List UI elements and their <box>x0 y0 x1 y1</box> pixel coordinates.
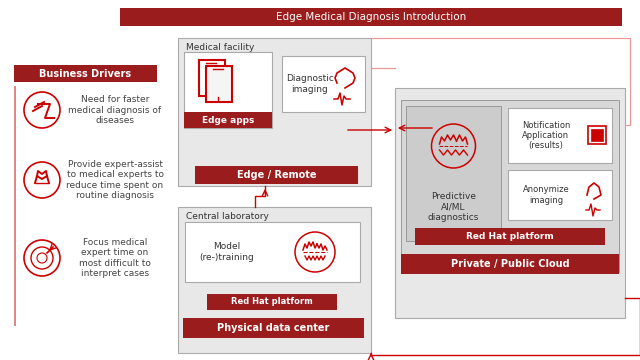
Bar <box>195 166 358 184</box>
Bar <box>185 222 360 282</box>
Bar <box>508 108 612 163</box>
Bar <box>508 170 612 220</box>
Bar <box>178 207 371 353</box>
Text: Diagnostic
imaging: Diagnostic imaging <box>286 74 334 94</box>
Text: Predictive
AI/ML
diagnostics: Predictive AI/ML diagnostics <box>428 192 479 222</box>
Bar <box>14 65 157 82</box>
Bar <box>401 254 619 274</box>
Bar <box>591 129 603 140</box>
Text: Physical data center: Physical data center <box>218 323 330 333</box>
Text: Edge apps: Edge apps <box>202 116 254 125</box>
Bar <box>206 66 232 102</box>
Text: Central laboratory: Central laboratory <box>186 212 269 220</box>
Bar <box>415 228 605 245</box>
Text: Notification
Application
(results): Notification Application (results) <box>522 121 570 150</box>
Text: Anonymize
imaging: Anonymize imaging <box>523 185 570 205</box>
Text: Edge / Remote: Edge / Remote <box>237 170 316 180</box>
Bar <box>184 112 272 128</box>
Bar <box>14 86 15 326</box>
Bar <box>395 88 625 318</box>
Bar <box>120 8 622 26</box>
Text: Private / Public Cloud: Private / Public Cloud <box>451 259 570 269</box>
Text: Business Drivers: Business Drivers <box>39 68 131 78</box>
Bar <box>406 106 501 241</box>
Bar <box>183 318 364 338</box>
Text: Need for faster
medical diagnosis of
diseases: Need for faster medical diagnosis of dis… <box>68 95 161 125</box>
Text: Focus medical
expert time on
most difficult to
interpret cases: Focus medical expert time on most diffic… <box>79 238 151 278</box>
Text: Red Hat platform: Red Hat platform <box>466 232 554 241</box>
Text: Medical facility: Medical facility <box>186 42 254 51</box>
Bar <box>282 56 365 112</box>
Text: Provide expert-assist
to medical experts to
reduce time spent on
routine diagnos: Provide expert-assist to medical experts… <box>67 160 164 200</box>
Bar <box>199 60 225 96</box>
Bar <box>401 100 619 272</box>
Text: Red Hat platform: Red Hat platform <box>231 297 313 306</box>
Bar <box>178 38 371 186</box>
Bar <box>207 294 337 310</box>
Bar <box>588 126 606 144</box>
Bar <box>184 52 272 128</box>
Text: Model
(re-)training: Model (re-)training <box>200 242 254 262</box>
Text: Edge Medical Diagnosis Introduction: Edge Medical Diagnosis Introduction <box>276 12 466 22</box>
